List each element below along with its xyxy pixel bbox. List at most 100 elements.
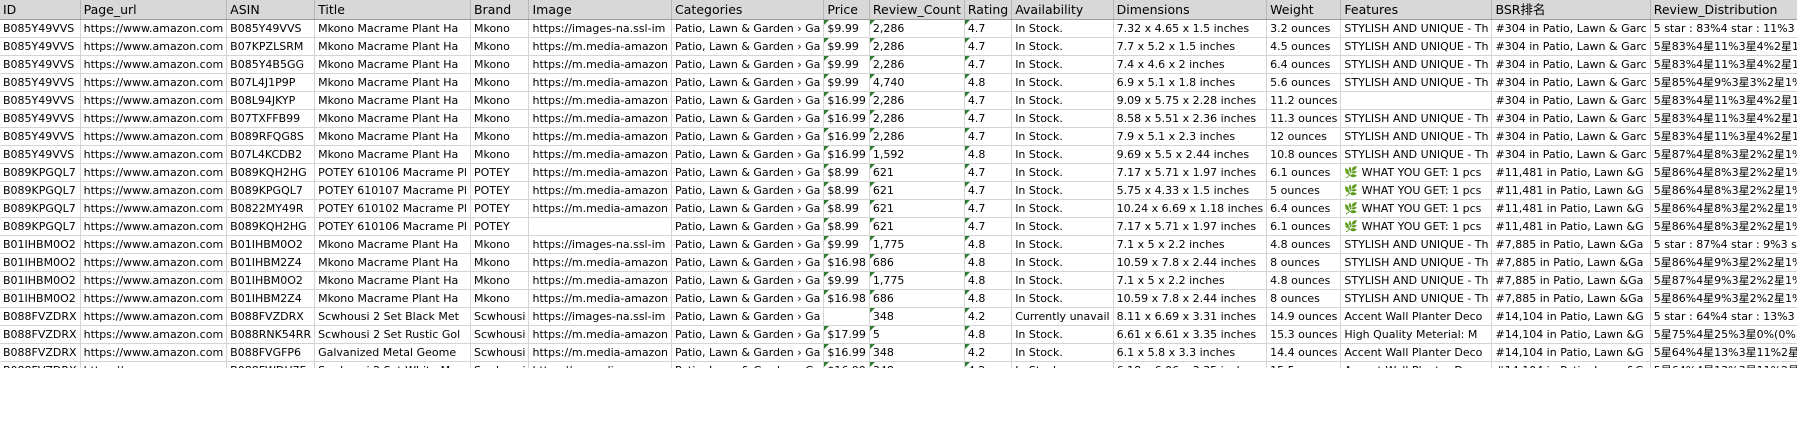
table-cell[interactable]: 7.32 x 4.65 x 1.5 inches bbox=[1113, 19, 1268, 38]
table-cell[interactable]: B085Y4B5GG bbox=[226, 55, 316, 74]
table-cell[interactable]: B088FVZDRX bbox=[0, 307, 81, 326]
table-cell[interactable]: Mkono Macrame Plant Ha bbox=[314, 271, 471, 290]
table-cell[interactable]: 1,775 bbox=[869, 271, 965, 290]
table-cell[interactable]: 5 star : 83%4 star : 11%3 st bbox=[1650, 19, 1797, 38]
table-cell[interactable]: https://www.amazon.com bbox=[80, 37, 228, 56]
table-cell[interactable]: STYLISH AND UNIQUE - Th bbox=[1340, 37, 1493, 56]
table-cell[interactable]: 5星64%4星13%3星11%2星 bbox=[1650, 343, 1797, 362]
table-cell[interactable]: B089KPGQL7 bbox=[226, 181, 316, 200]
table-cell[interactable]: 5星85%4星9%3星3%2星1% bbox=[1650, 73, 1797, 92]
table-cell[interactable]: 4.7 bbox=[964, 91, 1013, 110]
table-cell[interactable] bbox=[1340, 91, 1493, 110]
table-cell[interactable]: Patio, Lawn & Garden › Ga bbox=[671, 73, 825, 92]
table-cell[interactable]: 4.8 ounces bbox=[1266, 235, 1342, 254]
table-cell[interactable]: Scwhousi bbox=[470, 325, 530, 344]
table-cell[interactable]: Mkono bbox=[470, 91, 530, 110]
table-cell[interactable]: B089KPGQL7 bbox=[0, 199, 81, 218]
table-cell[interactable]: $16.98 bbox=[823, 289, 870, 308]
table-cell[interactable]: Patio, Lawn & Garden › Ga bbox=[671, 289, 825, 308]
table-cell[interactable]: Scwhousi bbox=[470, 307, 530, 326]
table-cell[interactable]: #304 in Patio, Lawn & Garc bbox=[1491, 19, 1651, 38]
table-cell[interactable]: STYLISH AND UNIQUE - Th bbox=[1340, 55, 1493, 74]
table-cell[interactable]: 9.09 x 5.75 x 2.28 inches bbox=[1113, 91, 1268, 110]
table-cell[interactable]: $16.99 bbox=[823, 145, 870, 164]
table-cell[interactable]: #304 in Patio, Lawn & Garc bbox=[1491, 91, 1651, 110]
table-cell[interactable]: B089KPGQL7 bbox=[0, 163, 81, 182]
table-cell[interactable]: 5.6 ounces bbox=[1266, 73, 1342, 92]
column-header[interactable]: Weight bbox=[1266, 0, 1342, 20]
table-cell[interactable]: Patio, Lawn & Garden › Ga bbox=[671, 91, 825, 110]
table-cell[interactable]: B01IHBM0O2 bbox=[226, 271, 316, 290]
table-cell[interactable]: 4.7 bbox=[964, 199, 1013, 218]
column-header[interactable]: Availability bbox=[1011, 0, 1114, 20]
table-cell[interactable]: 6.4 ounces bbox=[1266, 55, 1342, 74]
table-cell[interactable]: #11,481 in Patio, Lawn &G bbox=[1491, 163, 1651, 182]
table-cell[interactable]: https://images-na.ssl-im bbox=[528, 307, 673, 326]
table-cell[interactable]: https://www.amazon.com bbox=[80, 91, 228, 110]
table-cell[interactable]: Mkono bbox=[470, 127, 530, 146]
table-cell[interactable]: 🌿 WHAT YOU GET: 1 pcs bbox=[1340, 163, 1493, 182]
table-cell[interactable]: Mkono bbox=[470, 109, 530, 128]
table-cell[interactable]: #14,104 in Patio, Lawn &G bbox=[1491, 325, 1651, 344]
table-cell[interactable]: 5星86%4星9%3星2%2星1% bbox=[1650, 289, 1797, 308]
table-cell[interactable]: 4.8 bbox=[964, 253, 1013, 272]
table-cell[interactable]: 5星83%4星11%3星4%2星1% bbox=[1650, 109, 1797, 128]
table-cell[interactable]: https://images-na.ssl-im bbox=[528, 19, 673, 38]
table-cell[interactable]: Patio, Lawn & Garden › Ga bbox=[671, 271, 825, 290]
table-cell[interactable]: 5星83%4星11%3星4%2星1% bbox=[1650, 127, 1797, 146]
table-cell[interactable]: 7.4 x 4.6 x 2 inches bbox=[1113, 55, 1268, 74]
table-cell[interactable]: Mkono bbox=[470, 289, 530, 308]
table-cell[interactable]: In Stock. bbox=[1011, 325, 1114, 344]
table-cell[interactable]: Accent Wall Planter Deco bbox=[1340, 307, 1493, 326]
table-cell[interactable]: Mkono bbox=[470, 271, 530, 290]
table-cell[interactable]: Patio, Lawn & Garden › Ga bbox=[671, 181, 825, 200]
table-cell[interactable]: https://www.amazon.com bbox=[80, 181, 228, 200]
table-cell[interactable]: 7.17 x 5.71 x 1.97 inches bbox=[1113, 163, 1268, 182]
table-cell[interactable]: In Stock. bbox=[1011, 199, 1114, 218]
table-cell[interactable]: 11.3 ounces bbox=[1266, 109, 1342, 128]
table-cell[interactable]: Mkono Macrame Plant Ha bbox=[314, 73, 471, 92]
table-cell[interactable]: https://m.media-amazon bbox=[528, 343, 673, 362]
table-cell[interactable]: STYLISH AND UNIQUE - Th bbox=[1340, 271, 1493, 290]
table-cell[interactable]: Mkono Macrame Plant Ha bbox=[314, 289, 471, 308]
table-cell[interactable]: STYLISH AND UNIQUE - Th bbox=[1340, 145, 1493, 164]
table-cell[interactable]: $16.99 bbox=[823, 127, 870, 146]
table-cell[interactable]: 2,286 bbox=[869, 55, 965, 74]
table-cell[interactable]: Patio, Lawn & Garden › Ga bbox=[671, 325, 825, 344]
table-cell[interactable]: https://m.media-amazon bbox=[528, 73, 673, 92]
table-cell[interactable]: $8.99 bbox=[823, 181, 870, 200]
table-cell[interactable]: 12 ounces bbox=[1266, 127, 1342, 146]
table-cell[interactable]: 6.1 x 5.8 x 3.3 inches bbox=[1113, 343, 1268, 362]
table-cell[interactable]: POTEY 610106 Macrame Pl bbox=[314, 163, 471, 182]
table-cell[interactable]: 4.7 bbox=[964, 55, 1013, 74]
table-cell[interactable]: POTEY 610107 Macrame Pl bbox=[314, 181, 471, 200]
table-cell[interactable]: https://www.amazon.com bbox=[80, 163, 228, 182]
table-cell[interactable]: https://www.amazon.com bbox=[80, 109, 228, 128]
table-cell[interactable]: POTEY bbox=[470, 217, 530, 236]
table-cell[interactable]: https://m.media-amazon bbox=[528, 91, 673, 110]
table-cell[interactable]: 8.58 x 5.51 x 2.36 inches bbox=[1113, 109, 1268, 128]
table-cell[interactable]: STYLISH AND UNIQUE - Th bbox=[1340, 289, 1493, 308]
table-cell[interactable]: B089KPGQL7 bbox=[0, 181, 81, 200]
table-cell[interactable]: Mkono bbox=[470, 235, 530, 254]
table-cell[interactable]: B01IHBM0O2 bbox=[0, 271, 81, 290]
table-cell[interactable]: 7.17 x 5.71 x 1.97 inches bbox=[1113, 217, 1268, 236]
table-cell[interactable]: 686 bbox=[869, 289, 965, 308]
table-cell[interactable]: 5 ounces bbox=[1266, 181, 1342, 200]
table-cell[interactable]: 5星86%4星8%3星2%2星1% bbox=[1650, 163, 1797, 182]
table-cell[interactable]: Mkono bbox=[470, 253, 530, 272]
table-cell[interactable]: https://images-na.ssl-im bbox=[528, 235, 673, 254]
table-cell[interactable]: B01IHBM0O2 bbox=[0, 289, 81, 308]
table-cell[interactable]: 2,286 bbox=[869, 109, 965, 128]
table-cell[interactable]: https://www.amazon.com bbox=[80, 19, 228, 38]
table-cell[interactable]: 1,775 bbox=[869, 235, 965, 254]
table-cell[interactable]: 14.4 ounces bbox=[1266, 343, 1342, 362]
table-cell[interactable]: B085Y49VVS bbox=[0, 55, 81, 74]
table-cell[interactable]: B085Y49VVS bbox=[0, 91, 81, 110]
table-cell[interactable]: 2,286 bbox=[869, 19, 965, 38]
table-cell[interactable]: Mkono Macrame Plant Ha bbox=[314, 19, 471, 38]
table-cell[interactable]: 4.7 bbox=[964, 217, 1013, 236]
column-header[interactable]: BSR排名 bbox=[1491, 0, 1651, 20]
table-cell[interactable]: #304 in Patio, Lawn & Garc bbox=[1491, 109, 1651, 128]
table-cell[interactable]: B01IHBM0O2 bbox=[0, 253, 81, 272]
